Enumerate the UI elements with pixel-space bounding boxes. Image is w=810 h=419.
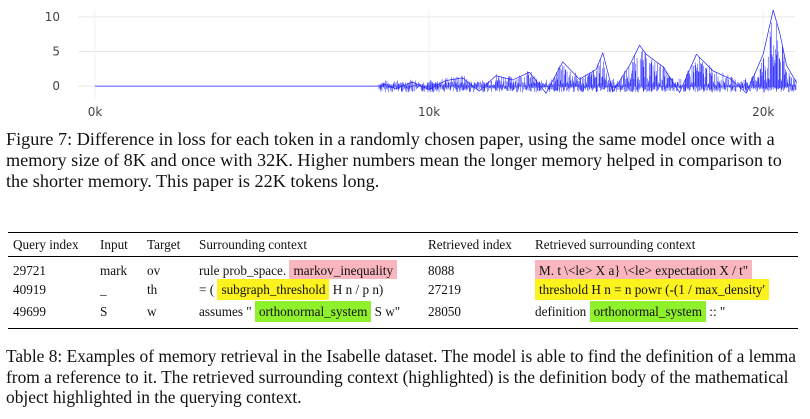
header-retrieved-context: Retrieved surrounding context <box>535 236 696 252</box>
cell-input: _ <box>100 281 107 297</box>
cell-retrieved-index: 28050 <box>428 303 461 319</box>
retrieval-examples-table: Query index Input Target Surrounding con… <box>8 232 798 329</box>
cell-retrieved-context: definition orthonormal_system :: " <box>530 300 798 328</box>
cell-query-index: 49699 <box>13 303 46 319</box>
header-retrieved-index: Retrieved index <box>428 236 512 252</box>
header-surrounding-context: Surrounding context <box>199 236 308 252</box>
chart-series-layer <box>95 9 797 94</box>
header-query-index: Query index <box>13 236 79 252</box>
x-tick-labels: 0k 10k 20k <box>88 105 775 119</box>
table-header-row: Query index Input Target Surrounding con… <box>8 232 798 257</box>
cell-retrieved-context: M. t \<le> X a} \<le> expectation X / t" <box>530 257 798 279</box>
cell-input: mark <box>100 263 128 278</box>
table-row: 40919 _ th = ( subgraph_threshold H n / … <box>8 279 798 300</box>
table-row: 29721 mark ov rule prob_space. markov_in… <box>8 257 798 279</box>
x-tick-label: 10k <box>418 105 440 119</box>
table-caption: Table 8: Examples of memory retrieval in… <box>6 346 796 407</box>
context-post: S w" <box>374 303 401 319</box>
table-row: 49699 S w assumes " orthonormal_system S… <box>8 300 798 328</box>
context-post: H n / p n) <box>332 281 384 297</box>
figure-caption: Figure 7: Difference in loss for each to… <box>6 129 782 191</box>
context-pre: assumes " <box>199 303 252 319</box>
loss-difference-chart: 0 5 10 0k 10k 20k <box>45 9 797 119</box>
cell-surrounding-context: = ( subgraph_threshold H n / p n) <box>194 279 423 300</box>
cell-target: th <box>147 281 158 297</box>
retrieved-highlight: orthonormal_system <box>589 300 706 322</box>
header-target: Target <box>147 236 181 252</box>
cell-retrieved-index: 27219 <box>428 281 461 297</box>
context-highlight: orthonormal_system <box>254 300 372 322</box>
header-input: Input <box>100 236 128 252</box>
retrieved-highlight: threshold H n = n powr (-(1 / max_densit… <box>535 279 769 300</box>
cell-query-index: 40919 <box>13 281 46 297</box>
cell-input: S <box>100 303 108 319</box>
retrieved-post: :: " <box>709 303 726 319</box>
cell-surrounding-context: assumes " orthonormal_system S w" <box>194 300 423 328</box>
cell-surrounding-context: rule prob_space. markov_inequality <box>194 257 423 279</box>
series-line <box>95 9 797 94</box>
y-tick-label: 5 <box>52 45 60 59</box>
cell-retrieved-context: threshold H n = n powr (-(1 / max_densit… <box>530 279 798 300</box>
context-highlight: subgraph_threshold <box>217 279 330 300</box>
retrieved-highlight: M. t \<le> X a} \<le> expectation X / t" <box>535 260 753 279</box>
context-pre: = ( <box>199 281 215 297</box>
cell-target: w <box>147 303 157 319</box>
context-highlight: markov_inequality <box>289 260 398 279</box>
x-tick-label: 0k <box>88 105 103 119</box>
x-tick-label: 20k <box>752 105 774 119</box>
cell-retrieved-index: 8088 <box>428 263 455 278</box>
y-tick-label: 0 <box>52 79 60 93</box>
retrieved-pre: definition <box>535 303 587 319</box>
cell-target: ov <box>147 263 161 278</box>
context-pre: rule prob_space. <box>199 263 287 278</box>
cell-query-index: 29721 <box>13 263 46 278</box>
y-tick-label: 10 <box>45 10 60 24</box>
y-tick-labels: 0 5 10 <box>45 10 60 93</box>
